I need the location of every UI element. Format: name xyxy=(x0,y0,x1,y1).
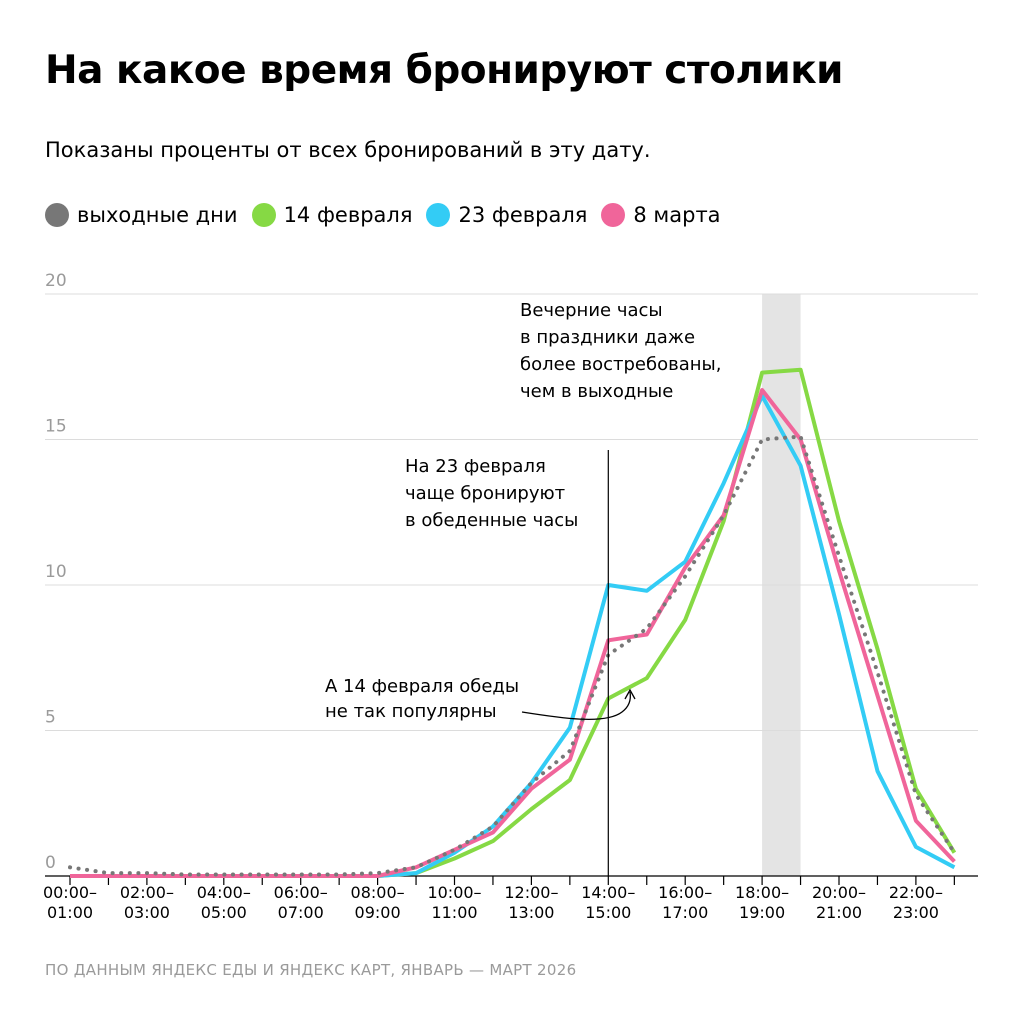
series-line-0 xyxy=(68,434,957,877)
y-tick-label: 10 xyxy=(45,562,67,582)
x-tick-label: 20:00– 21:00 xyxy=(812,883,866,922)
annotation-text: Вечерние часы в праздники даже более востр… xyxy=(520,300,721,402)
y-tick-label: 15 xyxy=(45,417,67,437)
annotation-arrow xyxy=(521,691,631,720)
legend-item-feb14: 14 февраля xyxy=(251,203,413,227)
legend-item-mar8: 8 марта xyxy=(601,203,721,227)
x-tick-label: 00:00– 01:00 xyxy=(43,883,97,922)
legend-label-feb23: 23 февраля xyxy=(458,203,588,227)
annotation-text: На 23 февраля чаще бронируют в обеденные ч… xyxy=(405,456,578,531)
annotation-text: А 14 февраля обеды не так популярны xyxy=(325,676,519,722)
legend-dot-feb23 xyxy=(426,203,451,227)
legend-dot-mar8 xyxy=(601,203,626,227)
x-tick-label: 04:00– 05:00 xyxy=(197,883,251,922)
legend-label-mar8: 8 марта xyxy=(633,203,721,227)
legend-item-feb23: 23 февраля xyxy=(426,203,587,227)
annotation-arrowhead xyxy=(624,688,636,700)
page-subtitle: Показаны проценты от всех бронирований в… xyxy=(45,138,651,162)
x-tick-label: 08:00– 09:00 xyxy=(351,883,405,922)
x-tick-label: 16:00– 17:00 xyxy=(658,883,712,922)
legend-dot-feb14 xyxy=(251,203,276,227)
legend-item-weekends: выходные дни xyxy=(45,203,238,227)
legend-dot-weekends xyxy=(45,203,69,227)
series-line-3 xyxy=(70,388,956,878)
x-tick-label: 10:00– 11:00 xyxy=(427,883,481,922)
x-tick-label: 02:00– 03:00 xyxy=(120,883,174,922)
chart-legend: выходные дни 14 февраля 23 февраля 8 мар… xyxy=(45,203,735,227)
x-tick-label: 18:00– 19:00 xyxy=(735,883,789,922)
x-tick-label: 06:00– 07:00 xyxy=(274,883,328,922)
y-tick-label: 0 xyxy=(45,853,56,873)
y-tick-label: 20 xyxy=(45,271,67,291)
series-line-1 xyxy=(70,367,957,878)
y-tick-label: 5 xyxy=(45,708,56,728)
x-tick-label: 22:00– 23:00 xyxy=(889,883,943,922)
legend-label-feb14: 14 февраля xyxy=(283,203,413,227)
source-note: ПО ДАННЫМ ЯНДЕКС ЕДЫ И ЯНДЕКС КАРТ, ЯНВА… xyxy=(45,961,577,979)
page-title: На какое время бронируют столики xyxy=(45,48,844,93)
x-tick-label: 14:00– 15:00 xyxy=(581,883,635,922)
x-tick-label: 12:00– 13:00 xyxy=(504,883,558,922)
legend-label-weekends: выходные дни xyxy=(77,203,238,227)
